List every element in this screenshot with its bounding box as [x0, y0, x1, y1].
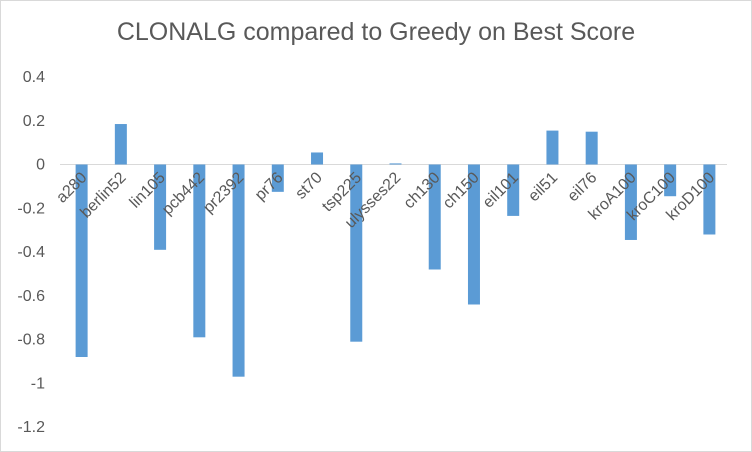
bar-eil51: [546, 130, 559, 165]
bar-lin105: [154, 164, 167, 250]
bar-kroD100: [703, 164, 716, 235]
bar-pr2392: [232, 164, 245, 377]
y-tick-label: -0.4: [17, 244, 45, 261]
bar-a280: [75, 164, 88, 357]
y-tick-label: -1: [31, 375, 45, 392]
category-label-eil51: eil51: [525, 169, 561, 205]
bar-pcb442: [193, 164, 206, 338]
bars-group: [75, 124, 716, 377]
y-tick-label: -0.2: [17, 200, 45, 217]
y-tick-label: 0: [36, 157, 45, 174]
y-tick-label: -1.2: [17, 419, 45, 436]
category-label-st70: st70: [292, 169, 325, 202]
bar-st70: [311, 152, 324, 165]
y-tick-label: -0.8: [17, 332, 45, 349]
bar-kroC100: [664, 164, 677, 197]
bar-eil76: [585, 131, 598, 165]
y-tick-label: 0.4: [23, 69, 45, 86]
bar-kroA100: [624, 164, 637, 240]
bar-ulysses22: [389, 163, 402, 165]
y-tick-label: 0.2: [23, 113, 45, 130]
y-tick-label: -0.6: [17, 288, 45, 305]
bar-ch130: [428, 164, 441, 270]
bar-tsp225: [350, 164, 363, 342]
category-label-eil76: eil76: [565, 169, 601, 205]
bar-eil101: [507, 164, 520, 216]
bar-pr76: [271, 164, 284, 192]
y-axis-ticks: 0.4 0.2 0 -0.2 -0.4 -0.6 -0.8 -1 -1.2: [17, 69, 45, 436]
bar-ch150: [467, 164, 480, 305]
bar-berlin52: [114, 124, 127, 165]
chart-title: CLONALG compared to Greedy on Best Score: [116, 18, 636, 46]
